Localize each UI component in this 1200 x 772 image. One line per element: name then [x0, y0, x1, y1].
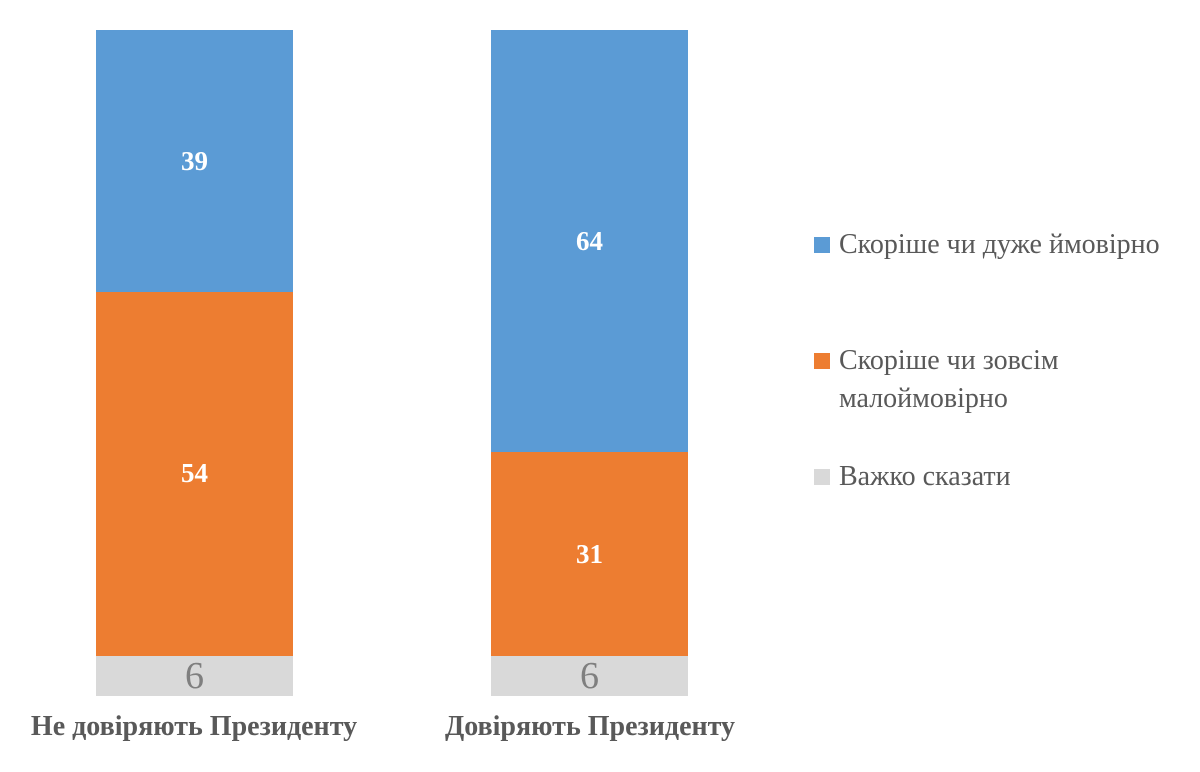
bar-segment: 6 [96, 654, 293, 697]
category-label-trust-president: Довіряють Президенту [444, 711, 736, 742]
data-label: 6 [185, 654, 204, 697]
category-label-not-trust-president: Не довіряють Президенту [30, 711, 358, 742]
stacked-bar: 39 54 6 [96, 30, 293, 696]
legend-swatch-icon [814, 237, 830, 253]
bar-segment: 64 [491, 30, 688, 453]
data-label: 31 [576, 538, 603, 569]
data-label: 6 [580, 655, 599, 698]
legend-swatch-icon [814, 469, 830, 485]
legend-item: Важко сказати [814, 458, 1011, 496]
legend-label: Важко сказати [839, 461, 1011, 492]
data-label: 54 [181, 458, 208, 489]
data-label: 64 [576, 225, 603, 256]
data-label: 39 [181, 145, 208, 176]
legend-swatch-icon [814, 353, 830, 369]
legend: Скоріше чи дуже ймовірно Скоріше чи зовсі… [814, 0, 1200, 772]
legend-label: Скоріше чи зовсім малоймовірно [839, 345, 1059, 414]
legend-item: Скоріше чи зовсім малоймовірно [814, 342, 1195, 418]
bar-segment: 6 [491, 656, 688, 696]
legend-item: Скоріше чи дуже ймовірно [814, 226, 1160, 264]
bar-segment: 39 [96, 30, 293, 293]
legend-label: Скоріше чи дуже ймовірно [839, 229, 1160, 260]
bar-segment: 31 [491, 452, 688, 657]
stacked-bar: 64 31 6 [491, 30, 688, 696]
plot-area: 39 54 6 64 31 6 [0, 30, 786, 696]
bar-segment: 54 [96, 292, 293, 656]
